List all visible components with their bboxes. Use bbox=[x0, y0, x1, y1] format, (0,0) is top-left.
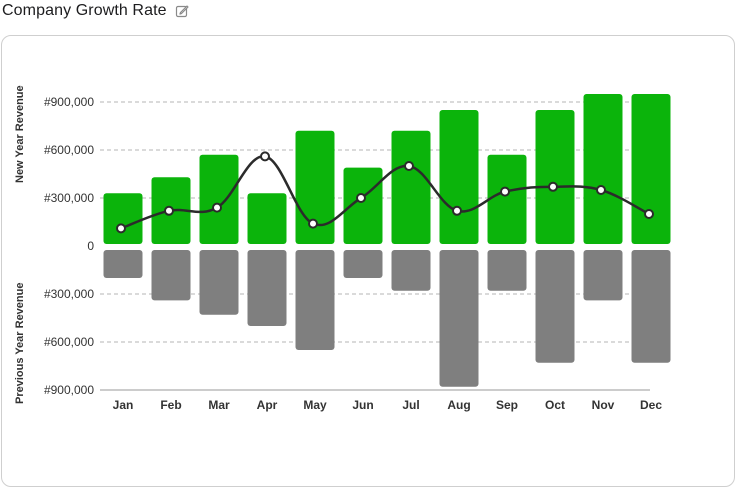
line-point[interactable] bbox=[596, 185, 606, 195]
bar-previous-year[interactable] bbox=[391, 250, 431, 291]
x-tick-label: Oct bbox=[545, 398, 565, 412]
x-tick-label: Mar bbox=[208, 398, 230, 412]
bar-new-year[interactable] bbox=[103, 193, 143, 244]
bar-previous-year[interactable] bbox=[343, 250, 383, 278]
bar-new-year[interactable] bbox=[199, 154, 239, 244]
bar-new-year[interactable] bbox=[535, 110, 575, 244]
line-point[interactable] bbox=[644, 209, 654, 219]
bar-previous-year[interactable] bbox=[583, 250, 623, 301]
x-tick-label: Jan bbox=[113, 398, 134, 412]
bar-previous-year[interactable] bbox=[535, 250, 575, 363]
line-point[interactable] bbox=[500, 186, 510, 197]
bar-new-year[interactable] bbox=[439, 110, 479, 244]
edit-icon[interactable] bbox=[175, 4, 189, 18]
x-tick-label: Jul bbox=[402, 398, 419, 412]
bar-previous-year[interactable] bbox=[439, 250, 479, 387]
bar-previous-year[interactable] bbox=[487, 250, 527, 291]
page-title: Company Growth Rate bbox=[2, 2, 167, 19]
bar-new-year[interactable] bbox=[391, 130, 431, 244]
bar-new-year[interactable] bbox=[343, 167, 383, 244]
y-tick-label: #900,000 bbox=[44, 95, 94, 109]
y-axis-title-top: New Year Revenue bbox=[14, 85, 26, 183]
x-tick-label: May bbox=[303, 398, 327, 412]
x-tick-label: Jun bbox=[352, 398, 373, 412]
bar-previous-year[interactable] bbox=[295, 250, 335, 350]
y-tick-label: 0 bbox=[87, 239, 94, 253]
y-axis-title-bottom: Previous Year Revenue bbox=[14, 283, 26, 404]
bar-new-year[interactable] bbox=[631, 94, 671, 244]
x-tick-label: Sep bbox=[496, 398, 518, 412]
line-point[interactable] bbox=[212, 202, 222, 213]
y-tick-label: #300,000 bbox=[44, 287, 94, 301]
bar-previous-year[interactable] bbox=[199, 250, 239, 315]
bar-new-year[interactable] bbox=[583, 94, 623, 244]
y-tick-label: #600,000 bbox=[44, 143, 94, 157]
y-tick-label: #600,000 bbox=[44, 335, 94, 349]
line-point[interactable] bbox=[548, 181, 558, 192]
line-point[interactable] bbox=[260, 151, 270, 162]
bar-previous-year[interactable] bbox=[151, 250, 191, 301]
line-point[interactable] bbox=[308, 218, 318, 229]
bar-new-year[interactable] bbox=[487, 154, 527, 244]
bar-new-year[interactable] bbox=[247, 193, 287, 244]
chart-header: Company Growth Rate bbox=[2, 0, 189, 22]
x-tick-label: Feb bbox=[160, 398, 181, 412]
line-point[interactable] bbox=[116, 223, 126, 234]
x-tick-label: Dec bbox=[640, 398, 662, 412]
x-tick-label: Nov bbox=[592, 398, 615, 412]
line-point[interactable] bbox=[164, 205, 174, 216]
y-tick-label: #300,000 bbox=[44, 191, 94, 205]
bar-previous-year[interactable] bbox=[631, 250, 671, 363]
line-point[interactable] bbox=[404, 161, 414, 171]
x-tick-label: Aug bbox=[447, 398, 470, 412]
bar-previous-year[interactable] bbox=[103, 250, 143, 278]
bar-previous-year[interactable] bbox=[247, 250, 287, 326]
y-tick-label: #900,000 bbox=[44, 383, 94, 397]
line-point[interactable] bbox=[356, 193, 366, 203]
x-tick-label: Apr bbox=[257, 398, 278, 412]
line-point[interactable] bbox=[452, 205, 462, 216]
